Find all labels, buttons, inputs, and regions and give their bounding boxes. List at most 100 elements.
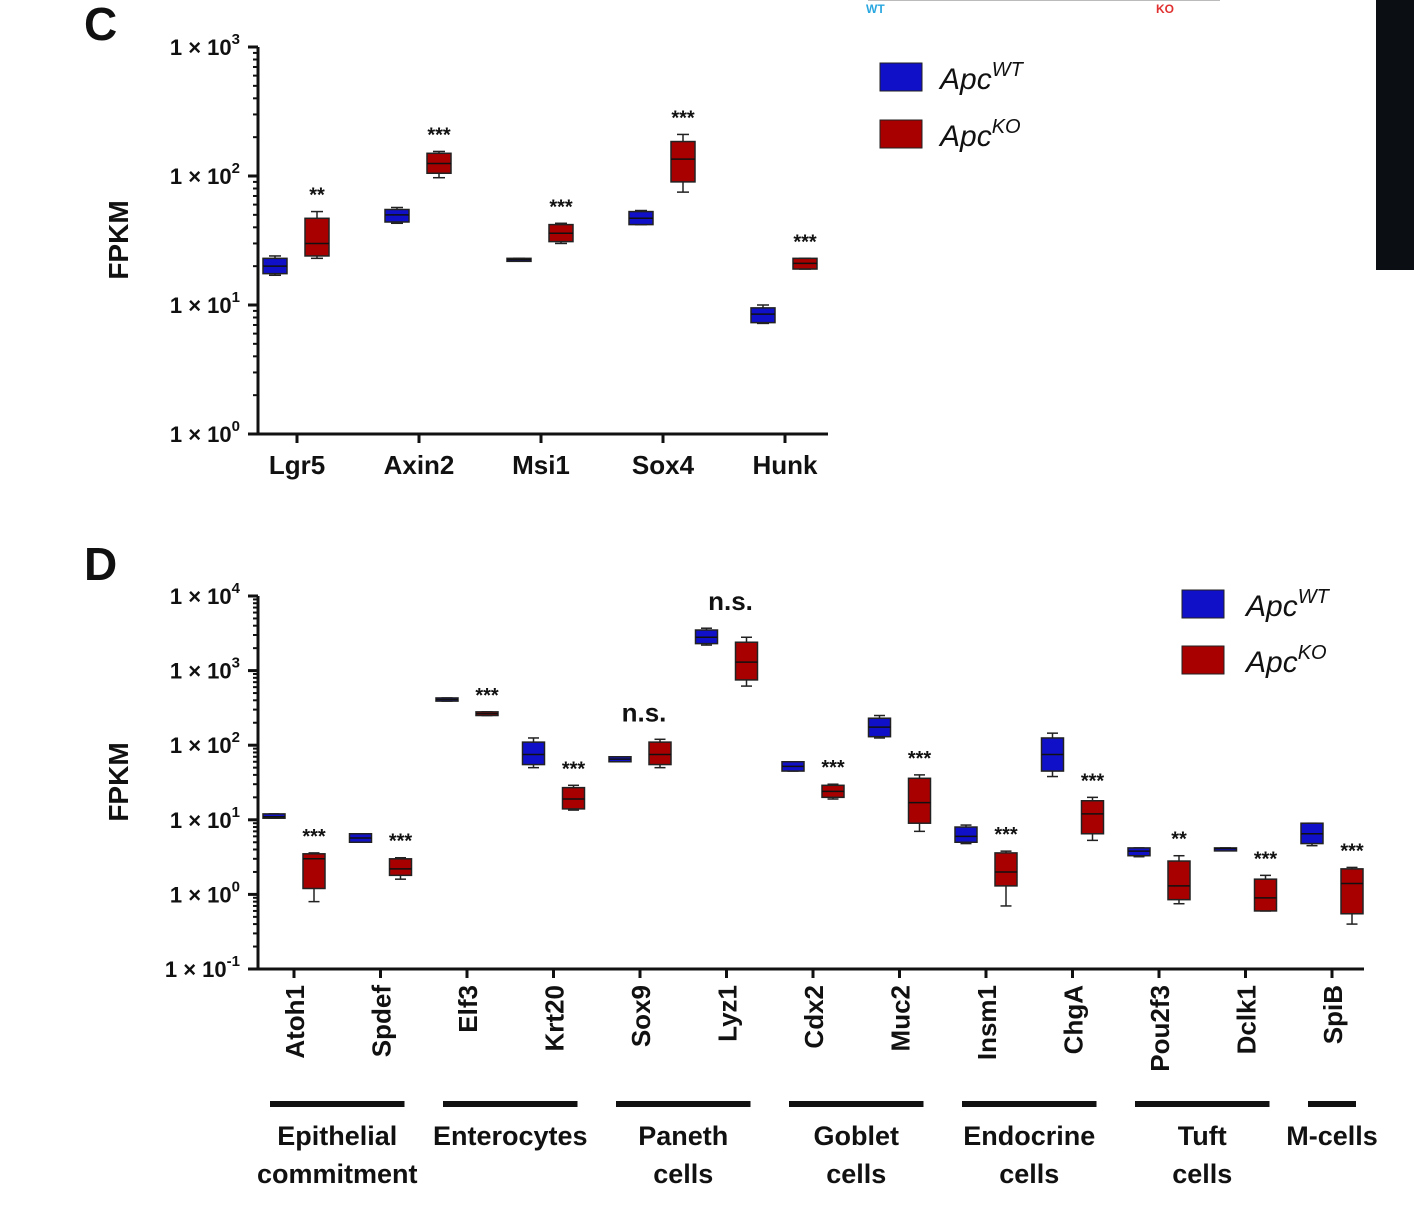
significance-stars: ** [309,185,325,207]
y-axis-label: FPKM [103,200,134,279]
legend-superscript: KO [992,116,1021,138]
y-tick-base: 1 × 10 [170,733,232,758]
x-tick-label: Msi1 [512,450,570,480]
wt-box-msi1 [506,257,532,263]
significance-stars: *** [1254,848,1278,870]
y-tick-base: 1 × 10 [170,808,232,833]
x-tick-label: Spdef [367,985,397,1058]
top-wt-label: WT [866,2,885,16]
y-tick-exponent: -1 [227,953,240,970]
group-label: Goblet [814,1121,900,1151]
box-body [1253,878,1278,912]
wt-box-sox4 [628,209,654,226]
ko-box-lgr5 [304,210,330,260]
significance-stars: ** [1171,829,1187,851]
y-tick-exponent: 4 [232,580,241,597]
x-tick-label: SpiB [1318,985,1348,1044]
ko-box-sox9 [648,738,672,769]
significance-stars: *** [475,685,499,707]
y-tick-label: 1 × 10-1 [165,953,240,982]
legend-swatch-wt [879,62,923,92]
x-tick-label: Cdx2 [799,985,829,1049]
ko-box-pou2f3 [1167,854,1191,905]
group-label: cells [653,1159,713,1189]
group-label: cells [999,1159,1059,1189]
y-tick-base: 1 × 10 [165,957,227,982]
wt-box-lyz1 [694,627,719,646]
x-tick-label: Insm1 [972,985,1002,1060]
legend-base: Apc [938,63,992,96]
box-body [1167,860,1191,901]
box-body [670,140,696,183]
box-body [1340,868,1364,915]
wt-box-krt20 [521,737,546,769]
y-tick-exponent: 3 [232,31,240,48]
microscopy-image-fragment [1376,0,1414,270]
x-tick-label: Krt20 [540,985,570,1051]
y-tick-base: 1 × 10 [170,882,232,907]
top-ko-label: KO [1156,2,1174,16]
y-axis-label: FPKM [103,742,134,821]
significance-stars: *** [302,826,326,848]
ko-box-hunk [792,257,818,270]
significance-stars: *** [562,758,586,780]
y-tick-label: 1 × 101 [170,804,240,833]
y-tick-label: 1 × 102 [170,160,240,189]
ko-box-krt20 [561,784,586,811]
box-body [384,208,410,223]
y-tick-label: 1 × 100 [170,878,240,907]
wt-box-sox9 [608,756,632,763]
box-body [304,217,330,257]
legend-base: Apc [1244,590,1298,623]
legend-superscript: WT [1298,586,1331,608]
y-tick-label: 1 × 102 [170,729,240,758]
legend-swatch-wt [1181,589,1225,619]
box-body [1080,800,1105,835]
ko-box-msi1 [548,222,574,245]
group-label: Endocrine [963,1121,1095,1151]
wt-box-hunk [750,304,776,325]
group-label: Epithelial [277,1121,397,1151]
y-tick-exponent: 1 [232,289,240,306]
y-tick-base: 1 × 10 [170,293,232,318]
x-tick-label: Elf3 [453,985,483,1033]
wt-box-elf3 [435,697,459,702]
legend-label-wt: ApcWT [938,59,1025,96]
y-tick-label: 1 × 100 [170,418,240,447]
ko-box-cdx2 [821,783,845,800]
y-tick-label: 1 × 103 [170,31,240,60]
significance-stars: *** [389,831,413,853]
box-body [734,641,759,681]
x-tick-label: Dclk1 [1232,985,1262,1054]
y-tick-exponent: 1 [232,804,240,821]
legend-swatch-ko [1181,645,1225,675]
y-tick-exponent: 2 [232,160,240,177]
y-tick-label: 1 × 101 [170,289,240,318]
legend-superscript: WT [992,59,1025,81]
x-tick-label: Hunk [753,450,819,480]
group-label: Paneth [638,1121,728,1151]
y-tick-base: 1 × 10 [170,35,232,60]
group-label: M-cells [1286,1121,1378,1151]
y-tick-base: 1 × 10 [170,584,232,609]
ns-label: n.s. [622,697,667,727]
x-tick-label: Atoh1 [280,985,310,1059]
ko-box-spdef [388,856,413,880]
box-body [994,852,1018,887]
significance-stars: *** [793,231,817,253]
significance-stars: *** [427,124,451,146]
x-tick-label: Muc2 [886,985,916,1051]
significance-stars: *** [671,107,695,129]
wt-box-spib [1300,822,1324,847]
box-body [750,307,776,324]
box-body [648,741,672,766]
group-label: commitment [257,1159,418,1189]
legend-superscript: KO [1298,642,1327,664]
legend-base: Apc [1244,646,1298,679]
significance-stars: *** [1081,770,1105,792]
x-tick-label: Axin2 [384,450,455,480]
legend-label-wt: ApcWT [1244,586,1331,623]
wt-box-atoh1 [262,813,286,819]
